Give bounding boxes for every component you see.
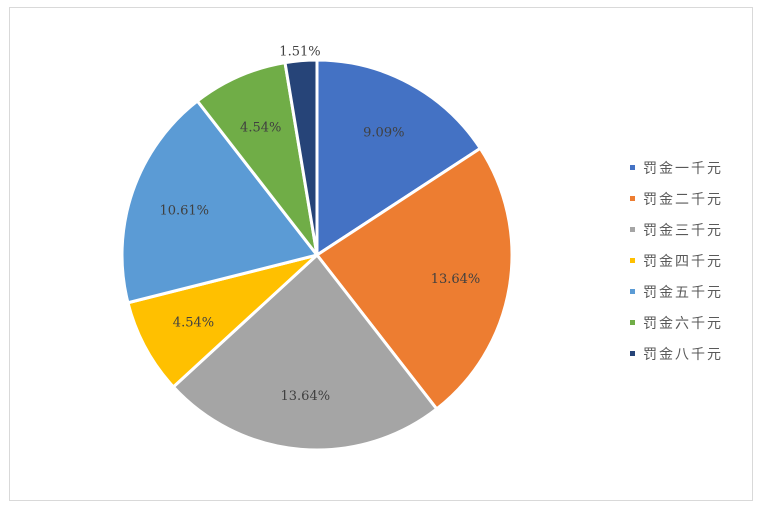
- legend-label: 罚金三千元: [643, 222, 723, 239]
- pie-slice-6: [195, 61, 319, 257]
- legend-item-6000: 罚金六千元: [630, 307, 723, 338]
- legend-marker-icon: [630, 320, 635, 325]
- pie-slice-7: [283, 58, 319, 257]
- legend-item-3000: 罚金三千元: [630, 214, 723, 245]
- slice-data-label: 4.54%: [173, 316, 214, 331]
- pie-slice-2: [315, 146, 514, 411]
- legend-label: 罚金六千元: [643, 315, 723, 332]
- legend-label: 罚金一千元: [643, 160, 723, 177]
- legend-item-2000: 罚金二千元: [630, 183, 723, 214]
- pie-slice-3: [171, 253, 439, 452]
- legend-item-4000: 罚金四千元: [630, 245, 723, 276]
- slice-data-label: 13.64%: [281, 389, 331, 404]
- legend-label: 罚金八千元: [643, 346, 723, 363]
- legend-label: 罚金四千元: [643, 253, 723, 270]
- legend-marker-icon: [630, 258, 635, 263]
- legend-item-5000: 罚金五千元: [630, 276, 723, 307]
- legend: 罚金一千元 罚金二千元 罚金三千元 罚金四千元 罚金五千元 罚金六千元 罚金八千…: [630, 152, 723, 369]
- legend-marker-icon: [630, 196, 635, 201]
- legend-label: 罚金五千元: [643, 284, 723, 301]
- pie-slices: [120, 58, 514, 452]
- legend-marker-icon: [630, 165, 635, 170]
- legend-label: 罚金二千元: [643, 191, 723, 208]
- pie-slice-1: [315, 58, 482, 257]
- slice-data-label: 4.54%: [240, 120, 281, 135]
- legend-marker-icon: [630, 289, 635, 294]
- pie-slice-4: [126, 253, 319, 389]
- slice-data-label: 1.51%: [279, 45, 320, 60]
- legend-marker-icon: [630, 227, 635, 232]
- slice-data-label: 9.09%: [363, 126, 404, 141]
- legend-item-8000: 罚金八千元: [630, 338, 723, 369]
- slice-data-label: 10.61%: [159, 203, 209, 218]
- slice-data-label: 13.64%: [431, 272, 481, 287]
- legend-item-1000: 罚金一千元: [630, 152, 723, 183]
- pie-slice-5: [120, 99, 319, 305]
- pie-data-labels: 9.09% 13.64% 13.64% 4.54% 10.61% 4.54% 1.51%: [159, 45, 480, 404]
- legend-marker-icon: [630, 351, 635, 356]
